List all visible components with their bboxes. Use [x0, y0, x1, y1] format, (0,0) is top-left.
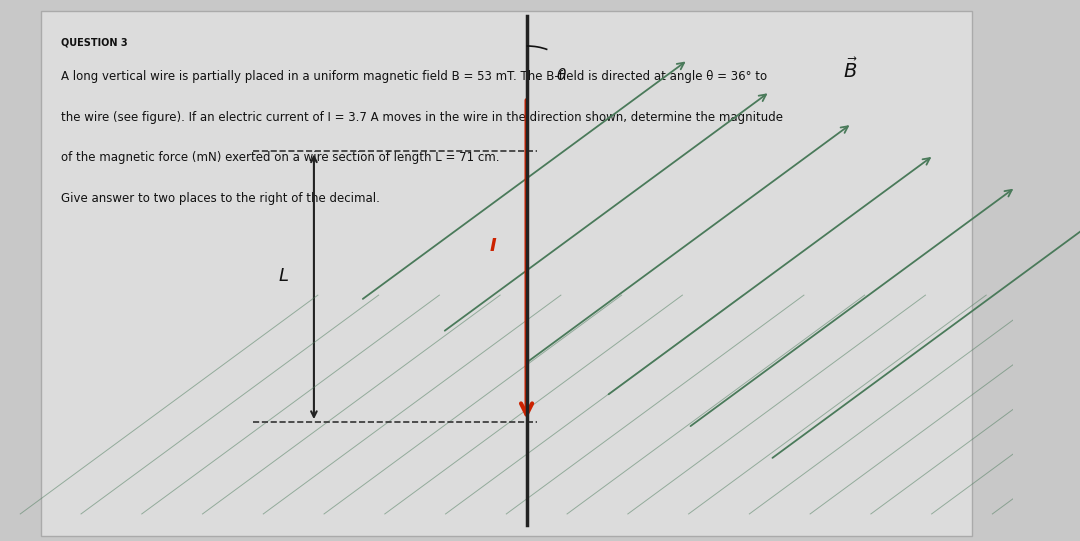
Text: I: I [489, 237, 496, 255]
FancyBboxPatch shape [41, 11, 972, 536]
Text: θ: θ [557, 68, 566, 83]
Text: $\vec{B}$: $\vec{B}$ [843, 58, 859, 82]
Text: of the magnetic force (mN) exerted on a wire section of length L = 71 cm.: of the magnetic force (mN) exerted on a … [60, 151, 499, 164]
Text: Give answer to two places to the right of the decimal.: Give answer to two places to the right o… [60, 192, 380, 205]
Text: QUESTION 3: QUESTION 3 [60, 38, 127, 48]
Text: the wire (see figure). If an electric current of I = 3.7 A moves in the wire in : the wire (see figure). If an electric cu… [60, 111, 783, 124]
Text: A long vertical wire is partially placed in a uniform magnetic field B = 53 mT. : A long vertical wire is partially placed… [60, 70, 767, 83]
Text: L: L [279, 267, 288, 285]
